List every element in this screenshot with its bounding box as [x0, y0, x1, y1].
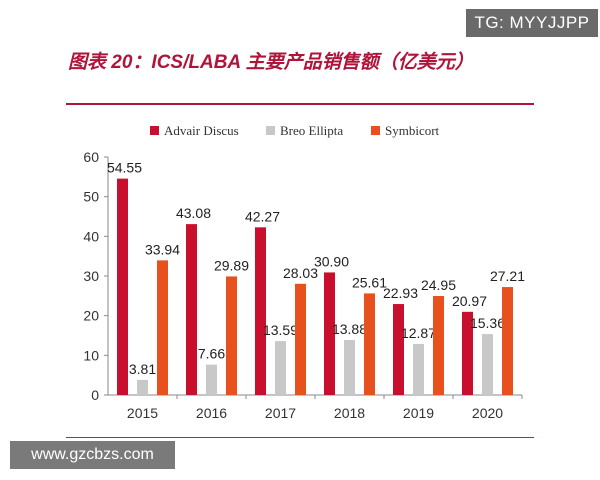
legend-label: Symbicort [385, 123, 440, 138]
bar-advair-discus [324, 272, 335, 395]
bottom-rule [66, 437, 534, 438]
data-label: 12.87 [401, 325, 436, 341]
data-label: 7.66 [198, 346, 225, 362]
bar-breo-ellipta [206, 364, 217, 395]
bar-advair-discus [462, 311, 473, 395]
legend-swatch-breo-ellipta [266, 126, 275, 135]
title-rule [66, 103, 534, 105]
bar-breo-ellipta [275, 341, 286, 395]
bar-advair-discus [117, 178, 128, 395]
y-tick-label: 30 [83, 268, 99, 284]
legend-swatch-symbicort [371, 126, 380, 135]
bar-symbicort [226, 276, 237, 395]
data-label: 29.89 [214, 257, 249, 273]
bar-advair-discus [255, 227, 266, 395]
data-label: 25.61 [352, 274, 387, 290]
data-label: 33.94 [145, 241, 180, 257]
bar-breo-ellipta [482, 334, 493, 395]
data-label: 42.27 [245, 208, 280, 224]
bar-advair-discus [186, 224, 197, 395]
data-label: 24.95 [421, 277, 456, 293]
bar-breo-ellipta [344, 339, 355, 395]
data-label: 15.36 [470, 315, 505, 331]
bar-advair-discus [393, 304, 404, 395]
chart-title: 图表 20：ICS/LABA 主要产品销售额（亿美元） [68, 52, 474, 73]
data-label: 13.88 [332, 321, 367, 337]
x-tick-label: 2019 [403, 405, 434, 421]
y-tick-label: 60 [83, 149, 99, 165]
bar-breo-ellipta [413, 343, 424, 395]
y-tick-label: 0 [91, 387, 99, 403]
bar-symbicort [157, 260, 168, 395]
bar-symbicort [364, 293, 375, 395]
data-label: 13.59 [263, 322, 298, 338]
data-label: 28.03 [283, 265, 318, 281]
bar-symbicort [295, 283, 306, 395]
y-tick-label: 50 [83, 189, 99, 205]
legend-label: Breo Ellipta [280, 123, 343, 138]
data-label: 27.21 [490, 268, 525, 284]
y-tick-label: 10 [83, 347, 99, 363]
data-label: 30.90 [314, 253, 349, 269]
x-tick-label: 2018 [334, 405, 365, 421]
y-tick-label: 20 [83, 308, 99, 324]
data-label: 22.93 [383, 285, 418, 301]
bar-symbicort [433, 296, 444, 395]
x-tick-label: 2017 [265, 405, 296, 421]
watermark-top: TG: MYYJJPP [466, 9, 598, 37]
x-tick-label: 2020 [472, 405, 503, 421]
data-label: 20.97 [452, 293, 487, 309]
watermark-bottom: www.gzcbzs.com [10, 441, 175, 469]
bar-breo-ellipta [137, 379, 148, 395]
data-label: 3.81 [129, 361, 156, 377]
data-label: 54.55 [107, 160, 142, 176]
bar-symbicort [502, 287, 513, 395]
y-tick-label: 40 [83, 228, 99, 244]
x-tick-label: 2016 [196, 405, 227, 421]
data-label: 43.08 [176, 205, 211, 221]
legend-label: Advair Discus [164, 123, 239, 138]
legend-swatch-advair-discus [150, 126, 159, 135]
x-tick-label: 2015 [127, 405, 158, 421]
